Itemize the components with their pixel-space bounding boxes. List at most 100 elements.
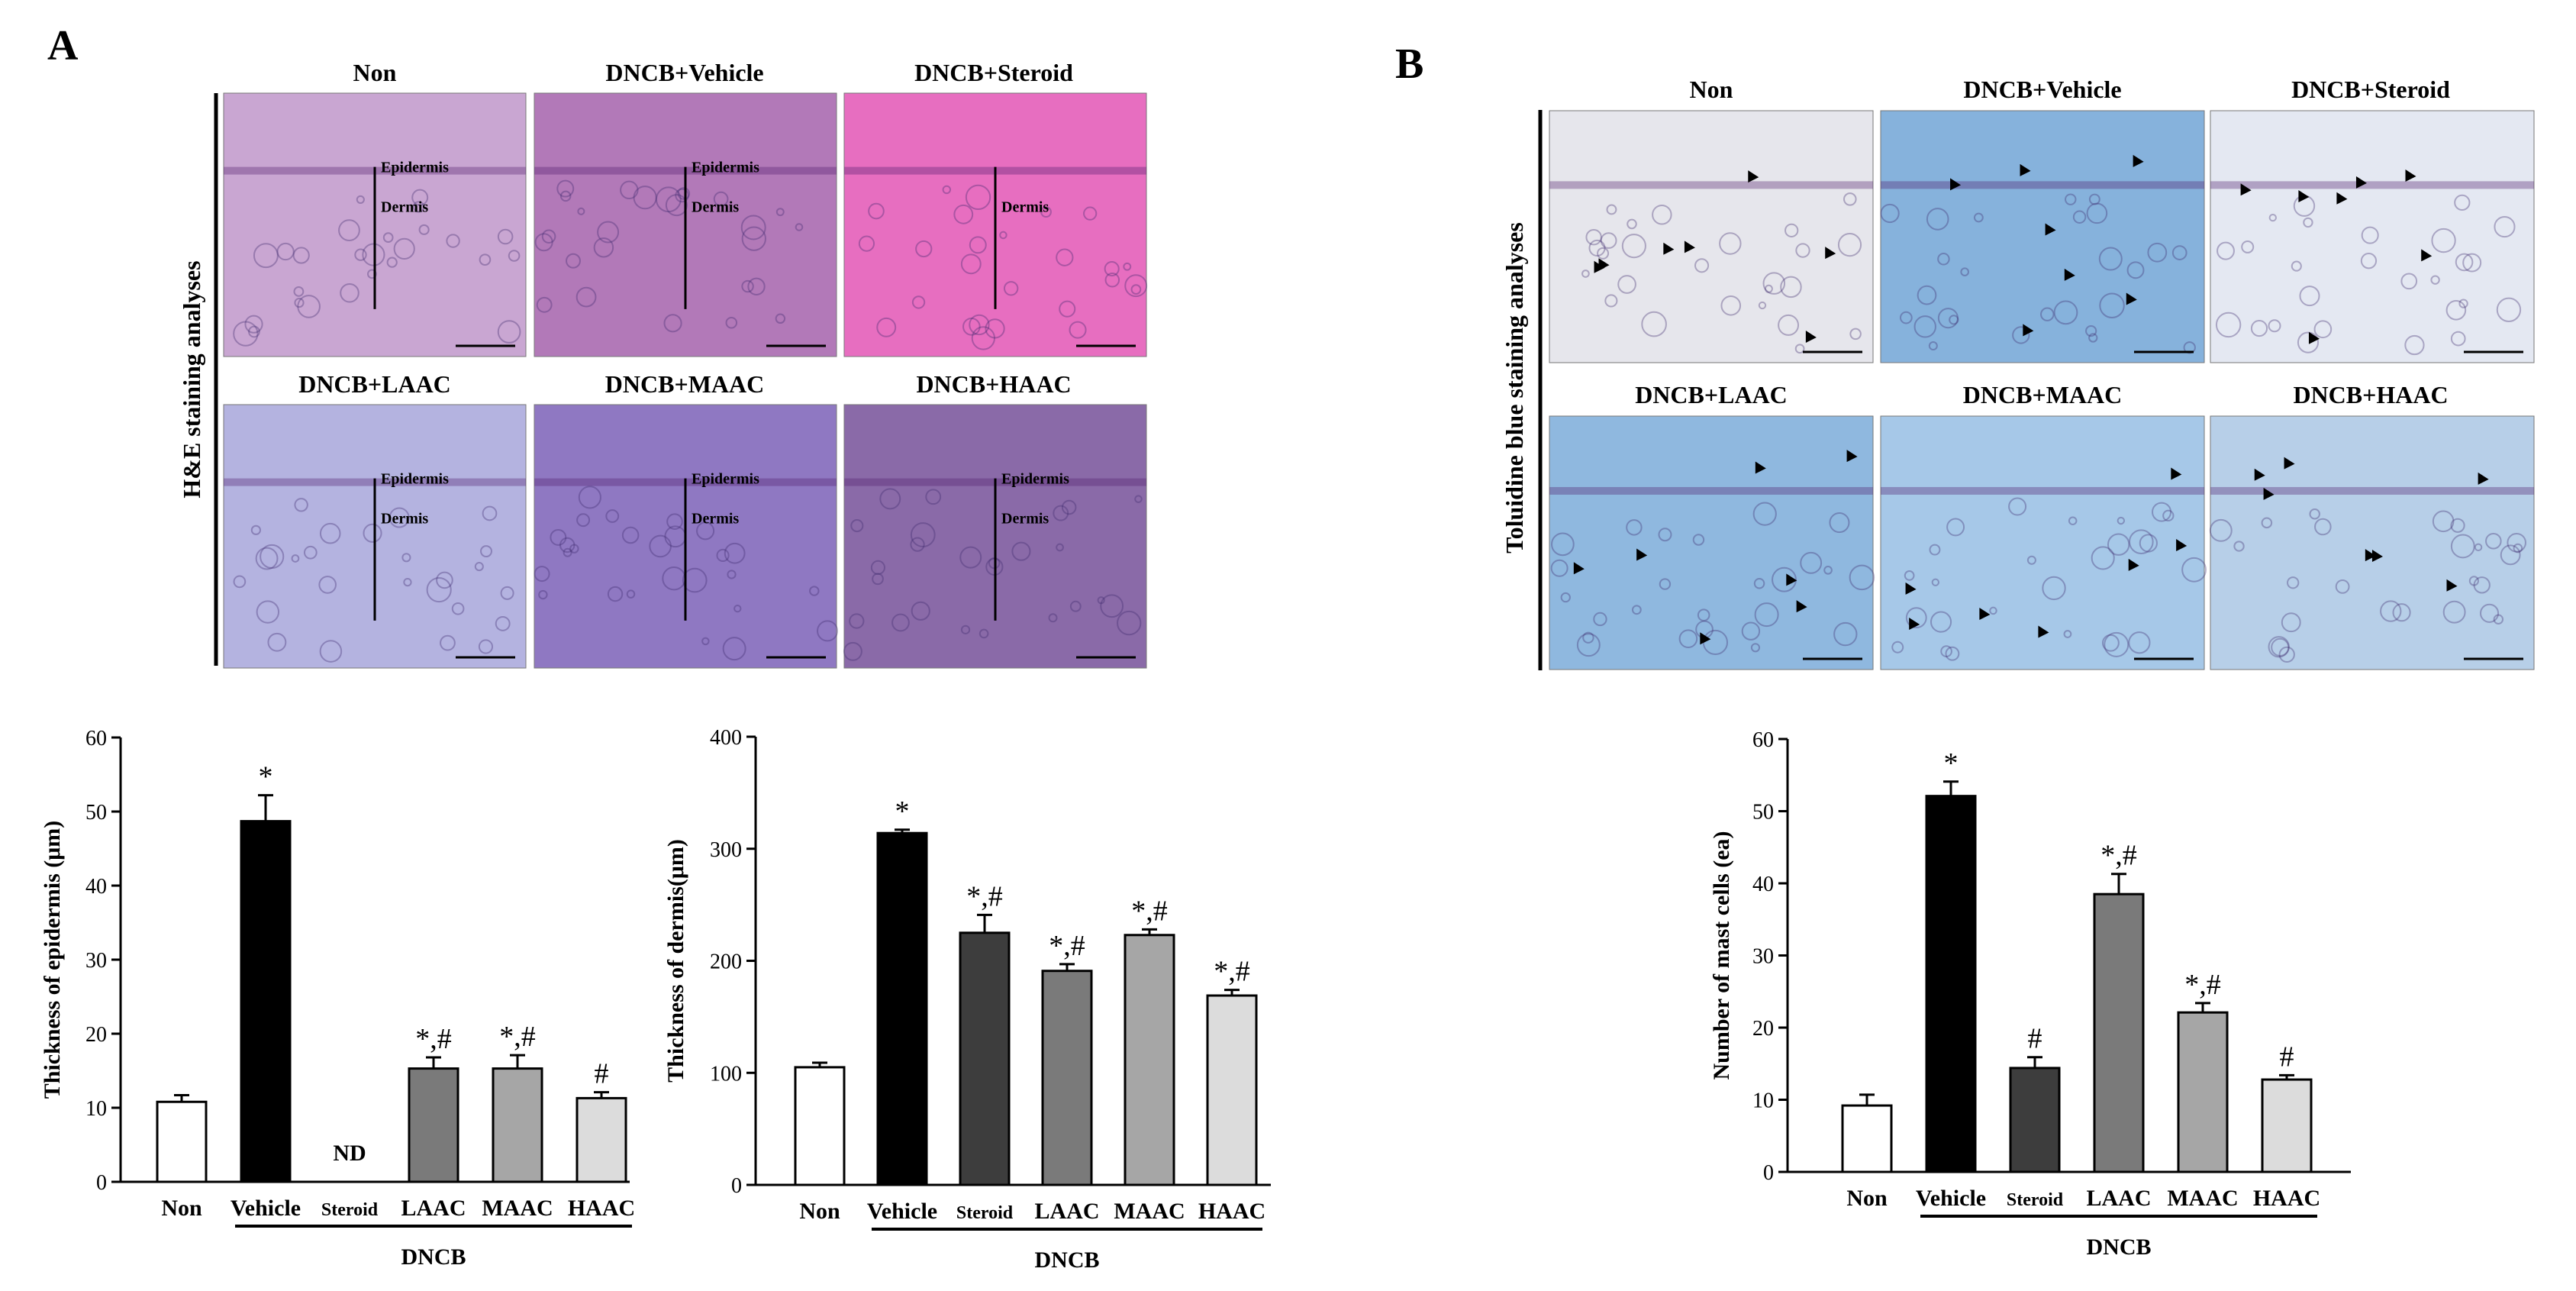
tissue-texture xyxy=(2493,614,2504,625)
tissue-texture xyxy=(2128,631,2151,654)
micro-b-title-haac: DNCB+HAAC xyxy=(2293,381,2448,408)
y-tick-label: 40 xyxy=(1752,873,1774,896)
tissue-texture xyxy=(868,202,885,220)
tissue-texture xyxy=(876,317,897,337)
tissue-texture xyxy=(436,571,453,589)
tissue-texture xyxy=(1626,519,1643,536)
tissue-texture xyxy=(2217,241,2235,260)
tissue-texture xyxy=(393,237,415,260)
tissue-texture xyxy=(727,570,737,579)
tissue-texture xyxy=(1600,232,1617,249)
tissue-texture xyxy=(2360,253,2378,269)
tissue-texture xyxy=(388,507,410,528)
tissue-texture xyxy=(340,282,359,303)
tissue-texture xyxy=(1550,559,1568,577)
tissue-texture xyxy=(593,237,614,258)
tissue-texture xyxy=(915,240,933,258)
y-tick-label: 30 xyxy=(85,949,107,973)
tissue-texture xyxy=(1880,203,1900,224)
tissue-texture xyxy=(971,326,995,350)
tissue-texture xyxy=(722,637,746,661)
tissue-texture xyxy=(2026,555,2036,565)
tissue-texture xyxy=(1741,621,1761,641)
tissue-texture xyxy=(1795,243,1810,258)
significance-label: *,# xyxy=(966,880,1003,912)
tissue-texture xyxy=(1604,294,1618,308)
x-tick-label: LAAC xyxy=(401,1196,466,1221)
tissue-texture xyxy=(891,613,910,632)
micro-b-title-non: Non xyxy=(1690,76,1733,103)
tissue-texture xyxy=(2474,543,2483,552)
significance-label: *,# xyxy=(415,1023,452,1055)
tissue-texture xyxy=(244,315,263,334)
tissue-texture xyxy=(1130,284,1142,295)
tissue-texture xyxy=(1843,192,1857,206)
bar xyxy=(1124,934,1175,1186)
dermis-label: Dermis xyxy=(381,510,428,527)
significance-label: *,# xyxy=(2100,840,2137,872)
tissue-texture xyxy=(576,513,591,528)
epidermis-label: Epidermis xyxy=(381,160,449,176)
tissue-texture xyxy=(2063,630,2072,638)
y-tick-label: 60 xyxy=(85,727,107,750)
tissue-texture xyxy=(2091,546,2115,570)
micro-a-title-maac: DNCB+MAAC xyxy=(605,370,764,398)
tissue-texture xyxy=(2181,557,2207,583)
y-tick-label: 60 xyxy=(1752,728,1774,752)
tissue-texture xyxy=(1937,308,1959,329)
tissue-texture xyxy=(2072,210,2087,224)
tissue-texture xyxy=(495,615,511,631)
tissue-texture xyxy=(682,567,708,593)
tissue-texture xyxy=(1891,641,1904,654)
mast-cell-arrow-icon xyxy=(1748,170,1759,183)
tissue-texture xyxy=(665,194,688,217)
mast-cell-arrow-icon xyxy=(2336,192,2348,205)
tissue-texture xyxy=(1011,541,1031,561)
tissue-texture xyxy=(843,641,862,661)
tissue-texture xyxy=(1772,566,1797,592)
y-axis-label: Number of mast cells (ea) xyxy=(1709,831,1734,1080)
bar xyxy=(2009,1067,2061,1173)
tissue-texture xyxy=(1134,495,1143,503)
tissue-texture xyxy=(354,248,367,261)
tissue-texture xyxy=(297,295,321,318)
epidermis-label: Epidermis xyxy=(1001,471,1069,488)
tissue-texture xyxy=(2126,261,2145,279)
mast-cell-arrow-icon xyxy=(2254,468,2265,481)
micrograph-laac xyxy=(1549,415,1875,670)
panel-a-letter: A xyxy=(47,22,79,69)
tissue-texture xyxy=(338,219,360,242)
tissue-texture xyxy=(255,547,279,570)
tissue-texture xyxy=(1621,234,1646,259)
y-axis-label: Thickness of epidermis (μm) xyxy=(40,821,65,1099)
tissue-texture xyxy=(1719,232,1742,255)
tissue-texture xyxy=(2513,543,2523,554)
tissue-texture xyxy=(969,314,990,336)
mast-cell-arrow-icon xyxy=(2365,549,2376,562)
tissue-texture xyxy=(1940,645,1952,657)
tissue-texture xyxy=(260,544,285,570)
tissue-texture xyxy=(978,628,989,639)
mast-cell-arrow-icon xyxy=(1700,632,1711,645)
bar xyxy=(2261,1078,2313,1173)
tissue-texture xyxy=(2442,600,2466,624)
tissue-texture xyxy=(1837,233,1862,257)
tissue-texture xyxy=(541,229,556,244)
mast-cell-arrow-icon xyxy=(2045,223,2056,236)
bar xyxy=(876,831,928,1186)
tissue-texture xyxy=(1588,239,1606,257)
bar xyxy=(2177,1011,2229,1173)
tissue-texture xyxy=(1069,321,1087,339)
tissue-texture xyxy=(233,575,247,589)
tissue-texture xyxy=(2445,300,2467,321)
tissue-texture xyxy=(2432,510,2455,533)
bar xyxy=(240,820,292,1183)
micrograph-maac xyxy=(1880,415,2207,670)
tissue-texture xyxy=(649,534,672,558)
tissue-texture xyxy=(403,577,412,587)
tissue-texture xyxy=(910,522,936,547)
tissue-texture xyxy=(2314,518,2332,536)
tissue-texture xyxy=(620,180,639,200)
tissue-texture xyxy=(474,562,484,572)
